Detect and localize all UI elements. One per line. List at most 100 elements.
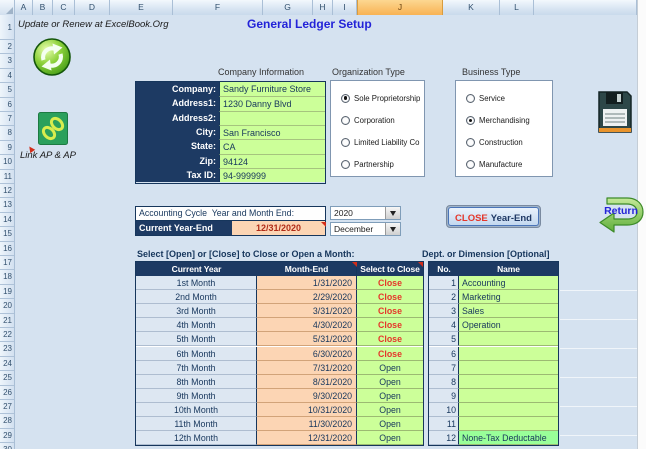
row-header-13[interactable]: 13: [0, 198, 14, 213]
row-header-21[interactable]: 21: [0, 314, 14, 328]
organization-type-label: Organization Type: [332, 67, 405, 77]
row-header-28[interactable]: 28: [0, 414, 14, 429]
column-header-G[interactable]: G: [263, 0, 313, 15]
organization-type-option-label: Partnership: [354, 160, 394, 170]
row-header-17[interactable]: 17: [0, 256, 14, 271]
month-row-status-cell[interactable]: Open: [357, 388, 423, 403]
business-type-option[interactable]: Construction: [466, 137, 523, 149]
company-field-label: Company:: [136, 82, 219, 97]
month-row-status-cell[interactable]: Open: [357, 374, 423, 389]
row-header-23[interactable]: 23: [0, 342, 14, 357]
month-row-status-cell[interactable]: Close: [357, 346, 423, 361]
row-header-9[interactable]: 9: [0, 141, 14, 156]
row-header-22[interactable]: 22: [0, 328, 14, 343]
month-row-status-cell[interactable]: Open: [357, 431, 423, 446]
month-row-status-cell[interactable]: Open: [357, 417, 423, 432]
organization-type-option[interactable]: Corporation: [341, 114, 395, 126]
return-arrow-icon[interactable]: [597, 194, 645, 239]
row-header-2[interactable]: 2: [0, 40, 14, 55]
row-header-18[interactable]: 18: [0, 270, 14, 285]
company-field-label: Zip:: [136, 153, 219, 169]
dept-row-name-cell[interactable]: [459, 388, 558, 403]
row-header-19[interactable]: 19: [0, 285, 14, 300]
row-header-10[interactable]: 10: [0, 155, 14, 170]
row-header-16[interactable]: 16: [0, 242, 14, 256]
column-header-C[interactable]: C: [53, 0, 75, 15]
month-row-status-cell[interactable]: Close: [357, 276, 423, 291]
row-header-8[interactable]: 8: [0, 126, 14, 141]
chevron-down-icon[interactable]: [385, 207, 400, 219]
row-header-14[interactable]: 14: [0, 213, 14, 228]
company-field-value[interactable]: Sandy Furniture Store: [219, 82, 325, 97]
month-row-status-cell[interactable]: Open: [357, 402, 423, 417]
row-header-24[interactable]: 24: [0, 357, 14, 372]
row-header-11[interactable]: 11: [0, 170, 14, 184]
company-field-value[interactable]: 94-999999: [219, 168, 325, 183]
row-header-30[interactable]: 30: [0, 443, 14, 449]
business-type-option[interactable]: Manufacture: [466, 159, 522, 171]
column-header-L[interactable]: L: [500, 0, 534, 15]
row-header-5[interactable]: 5: [0, 83, 14, 98]
month-row-status-cell[interactable]: Close: [357, 304, 423, 319]
row-header-6[interactable]: 6: [0, 98, 14, 112]
business-type-option[interactable]: Merchandising: [466, 114, 530, 126]
organization-type-option[interactable]: Partnership: [341, 159, 394, 171]
row-header-29[interactable]: 29: [0, 429, 14, 444]
column-header-H[interactable]: H: [313, 0, 333, 15]
dept-row-name-cell[interactable]: Operation: [459, 318, 558, 333]
dept-row-name-cell[interactable]: Accounting: [459, 276, 558, 291]
row-header-12[interactable]: 12: [0, 184, 14, 199]
close-year-end-button[interactable]: CLOSE Year-End: [446, 205, 541, 228]
dept-row-name-cell[interactable]: [459, 332, 558, 347]
organization-type-option[interactable]: Sole Proprietorship: [341, 92, 420, 104]
month-row-status-cell[interactable]: Close: [357, 332, 423, 347]
dept-row-name-cell[interactable]: [459, 374, 558, 389]
dept-row-name-cell[interactable]: [459, 417, 558, 432]
row-header-25[interactable]: 25: [0, 371, 14, 386]
dept-row-name-cell[interactable]: Sales: [459, 304, 558, 319]
business-type-option-label: Merchandising: [479, 115, 530, 125]
row-header-3[interactable]: 3: [0, 54, 14, 69]
month-row-status-cell[interactable]: Close: [357, 290, 423, 305]
column-header-F[interactable]: F: [173, 0, 263, 15]
chevron-down-icon[interactable]: [385, 223, 400, 235]
business-type-option-label: Service: [479, 93, 505, 103]
current-year-end-label: Current Year-End: [135, 221, 232, 236]
year-dropdown[interactable]: 2020: [330, 206, 401, 220]
row-header-4[interactable]: 4: [0, 69, 14, 84]
select-all-corner[interactable]: [0, 0, 15, 15]
month-dropdown[interactable]: December: [330, 222, 401, 236]
row-header-20[interactable]: 20: [0, 299, 14, 314]
row-header-1[interactable]: 1: [0, 15, 14, 40]
dept-row-name-cell[interactable]: [459, 402, 558, 417]
column-header-A[interactable]: A: [15, 0, 33, 15]
column-header-I[interactable]: I: [333, 0, 357, 15]
month-row-month-end: 8/31/2020: [257, 374, 357, 389]
month-row-status-cell[interactable]: Open: [357, 360, 423, 375]
refresh-icon[interactable]: [32, 37, 72, 77]
company-field-value[interactable]: 94124: [219, 153, 325, 169]
column-header-D[interactable]: D: [75, 0, 110, 15]
row-number-gutter: 1 2 3 4 5 6 7 8 9 10 11 12 13 14 15 16 17 18 19 20 21 22 23 24 2…: [0, 15, 15, 449]
organization-type-option[interactable]: Limited Liability Co: [341, 137, 419, 149]
column-header-J[interactable]: J: [357, 0, 443, 15]
month-row-status-cell[interactable]: Close: [357, 318, 423, 333]
column-header-B[interactable]: B: [33, 0, 53, 15]
dept-row-name-cell[interactable]: None-Tax Deductable: [459, 431, 558, 446]
column-header-E[interactable]: E: [110, 0, 173, 15]
row-header-26[interactable]: 26: [0, 386, 14, 400]
business-type-option[interactable]: Service: [466, 92, 505, 104]
company-field-value[interactable]: CA: [219, 139, 325, 154]
floppy-disk-icon[interactable]: [597, 89, 633, 135]
company-field-value[interactable]: San Francisco: [219, 125, 325, 140]
company-field-value[interactable]: 1230 Danny Blvd: [219, 96, 325, 111]
row-header-7[interactable]: 7: [0, 112, 14, 127]
dept-row-name-cell[interactable]: Marketing: [459, 290, 558, 305]
company-field-value[interactable]: [219, 110, 325, 126]
chain-link-icon[interactable]: [38, 112, 68, 145]
column-header-K[interactable]: K: [443, 0, 500, 15]
dept-row-name-cell[interactable]: [459, 360, 558, 375]
row-header-15[interactable]: 15: [0, 227, 14, 242]
dept-row-name-cell[interactable]: [459, 346, 558, 361]
row-header-27[interactable]: 27: [0, 400, 14, 415]
